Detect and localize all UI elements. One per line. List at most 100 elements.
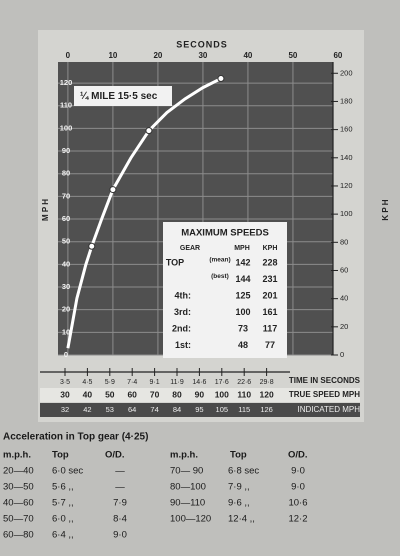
time-label: 29·8 bbox=[260, 379, 274, 386]
indicated-scale-label: INDICATED MPH bbox=[297, 405, 360, 414]
table-cell: 9·0 bbox=[113, 530, 127, 541]
chart-title: SECONDS bbox=[176, 39, 228, 49]
y-tick-label: 110 bbox=[60, 101, 72, 110]
y2-tick-label: 20 bbox=[340, 322, 348, 331]
table-cell: 6·0 ,, bbox=[52, 514, 74, 525]
time-label: 14·6 bbox=[192, 379, 206, 386]
indicated-speed: 105 bbox=[216, 405, 229, 414]
table-cell: 5·6 ,, bbox=[52, 482, 74, 493]
max-speeds-header: GEAR bbox=[180, 245, 200, 252]
table-cell: 9·0 bbox=[291, 466, 305, 477]
table-cell: 40—60 bbox=[3, 498, 34, 509]
indicated-speed: 32 bbox=[61, 405, 69, 414]
max-speeds-cell: 48 bbox=[238, 340, 248, 350]
max-speeds-cell: 161 bbox=[262, 307, 277, 317]
table-cell: 6·4 ,, bbox=[52, 530, 74, 541]
y2-tick-label: 100 bbox=[340, 209, 353, 218]
x-tick-label: 0 bbox=[66, 51, 71, 60]
table-header: m.p.h. bbox=[3, 450, 31, 461]
max-speeds-cell: 2nd: bbox=[172, 323, 191, 333]
table-cell: 80—100 bbox=[170, 482, 206, 493]
y-tick-label: 70 bbox=[62, 191, 70, 200]
indicated-speed: 74 bbox=[150, 405, 158, 414]
y-tick-label: 80 bbox=[62, 169, 70, 178]
table-header: m.p.h. bbox=[170, 450, 198, 461]
indicated-speed: 42 bbox=[83, 405, 91, 414]
time-label: 17·6 bbox=[215, 379, 229, 386]
table-header: O/D. bbox=[105, 450, 125, 461]
true-speed: 60 bbox=[127, 389, 137, 399]
max-speeds-cell: 117 bbox=[263, 323, 278, 333]
y-tick-label: 30 bbox=[62, 282, 70, 291]
y2-tick-label: 200 bbox=[340, 68, 353, 77]
y-tick-label: 10 bbox=[62, 327, 70, 336]
time-label: 9·1 bbox=[150, 379, 160, 386]
table-cell: — bbox=[115, 482, 125, 493]
table-cell: 90—110 bbox=[170, 498, 205, 509]
time-label: 11·9 bbox=[170, 379, 184, 386]
table-title: Acceleration in Top gear (4·25) bbox=[3, 432, 148, 443]
table-cell: 70— 90 bbox=[170, 466, 203, 477]
table-cell: 10·6 bbox=[288, 498, 307, 509]
y-tick-label: 0 bbox=[64, 350, 68, 359]
y2-tick-label: 140 bbox=[340, 153, 353, 162]
time-label: 4·5 bbox=[82, 379, 92, 386]
curve-point bbox=[217, 75, 225, 83]
y2-tick-label: 80 bbox=[340, 237, 348, 246]
max-speeds-cell: 77 bbox=[265, 340, 275, 350]
y-axis-label: M P H bbox=[41, 199, 50, 221]
max-speeds-title: MAXIMUM SPEEDS bbox=[181, 228, 269, 239]
table-cell: 9·0 bbox=[291, 482, 305, 493]
indicated-speed: 64 bbox=[128, 405, 136, 414]
table-cell: 20—40 bbox=[3, 466, 34, 477]
y-tick-label: 60 bbox=[62, 214, 70, 223]
true-speed: 40 bbox=[83, 389, 93, 399]
y2-tick-label: 180 bbox=[340, 96, 353, 105]
x-tick-label: 20 bbox=[153, 51, 162, 60]
indicated-speed: 115 bbox=[238, 405, 250, 414]
time-label: 5·9 bbox=[105, 379, 115, 386]
y-tick-label: 100 bbox=[60, 123, 73, 132]
max-speeds-cell: 228 bbox=[262, 257, 277, 267]
time-label: 3·5 bbox=[60, 379, 70, 386]
true-speed: 110 bbox=[237, 389, 251, 399]
time-label: 22·6 bbox=[237, 379, 251, 386]
table-cell: 9·6 ,, bbox=[228, 498, 250, 509]
true-scale-label: TRUE SPEED MPH bbox=[289, 390, 360, 399]
table-header: O/D. bbox=[288, 450, 308, 461]
table-cell: 100—120 bbox=[170, 514, 211, 525]
true-speed: 50 bbox=[105, 389, 115, 399]
table-header: Top bbox=[52, 450, 69, 461]
max-speeds-cell: 142 bbox=[235, 257, 250, 267]
annotation-box bbox=[74, 86, 172, 106]
table-cell: 6·0 sec bbox=[52, 466, 83, 477]
curve-point bbox=[145, 127, 153, 135]
table-cell: 5·7 ,, bbox=[52, 498, 74, 509]
max-speeds-header: KPH bbox=[263, 245, 278, 252]
max-speeds-cell: TOP bbox=[166, 257, 184, 267]
true-band bbox=[40, 388, 360, 402]
curve bbox=[66, 77, 222, 349]
table-cell: 7·9 ,, bbox=[228, 482, 250, 493]
y-tick-label: 90 bbox=[62, 146, 70, 155]
table-cell: 6·8 sec bbox=[228, 466, 259, 477]
time-label: 7·4 bbox=[127, 379, 137, 386]
y-tick-label: 120 bbox=[60, 78, 73, 87]
y2-tick-label: 160 bbox=[340, 125, 353, 134]
x-tick-label: 40 bbox=[243, 51, 252, 60]
indicated-speed: 95 bbox=[195, 405, 203, 414]
table-cell: 8·4 bbox=[113, 514, 127, 525]
table-cell: 30—50 bbox=[3, 482, 34, 493]
table-cell: 12·2 bbox=[288, 514, 307, 525]
max-speeds-box bbox=[163, 222, 287, 358]
table-cell: 12·4 ,, bbox=[228, 514, 255, 525]
indicated-band bbox=[40, 403, 360, 417]
x-tick-label: 30 bbox=[198, 51, 207, 60]
time-scale-label: TIME IN SECONDS bbox=[289, 376, 361, 385]
true-speed: 70 bbox=[150, 389, 160, 399]
y2-axis-label: K P H bbox=[381, 199, 390, 220]
y2-tick-label: 120 bbox=[340, 181, 353, 190]
x-tick-label: 60 bbox=[333, 51, 342, 60]
max-speeds-header: MPH bbox=[234, 245, 250, 252]
